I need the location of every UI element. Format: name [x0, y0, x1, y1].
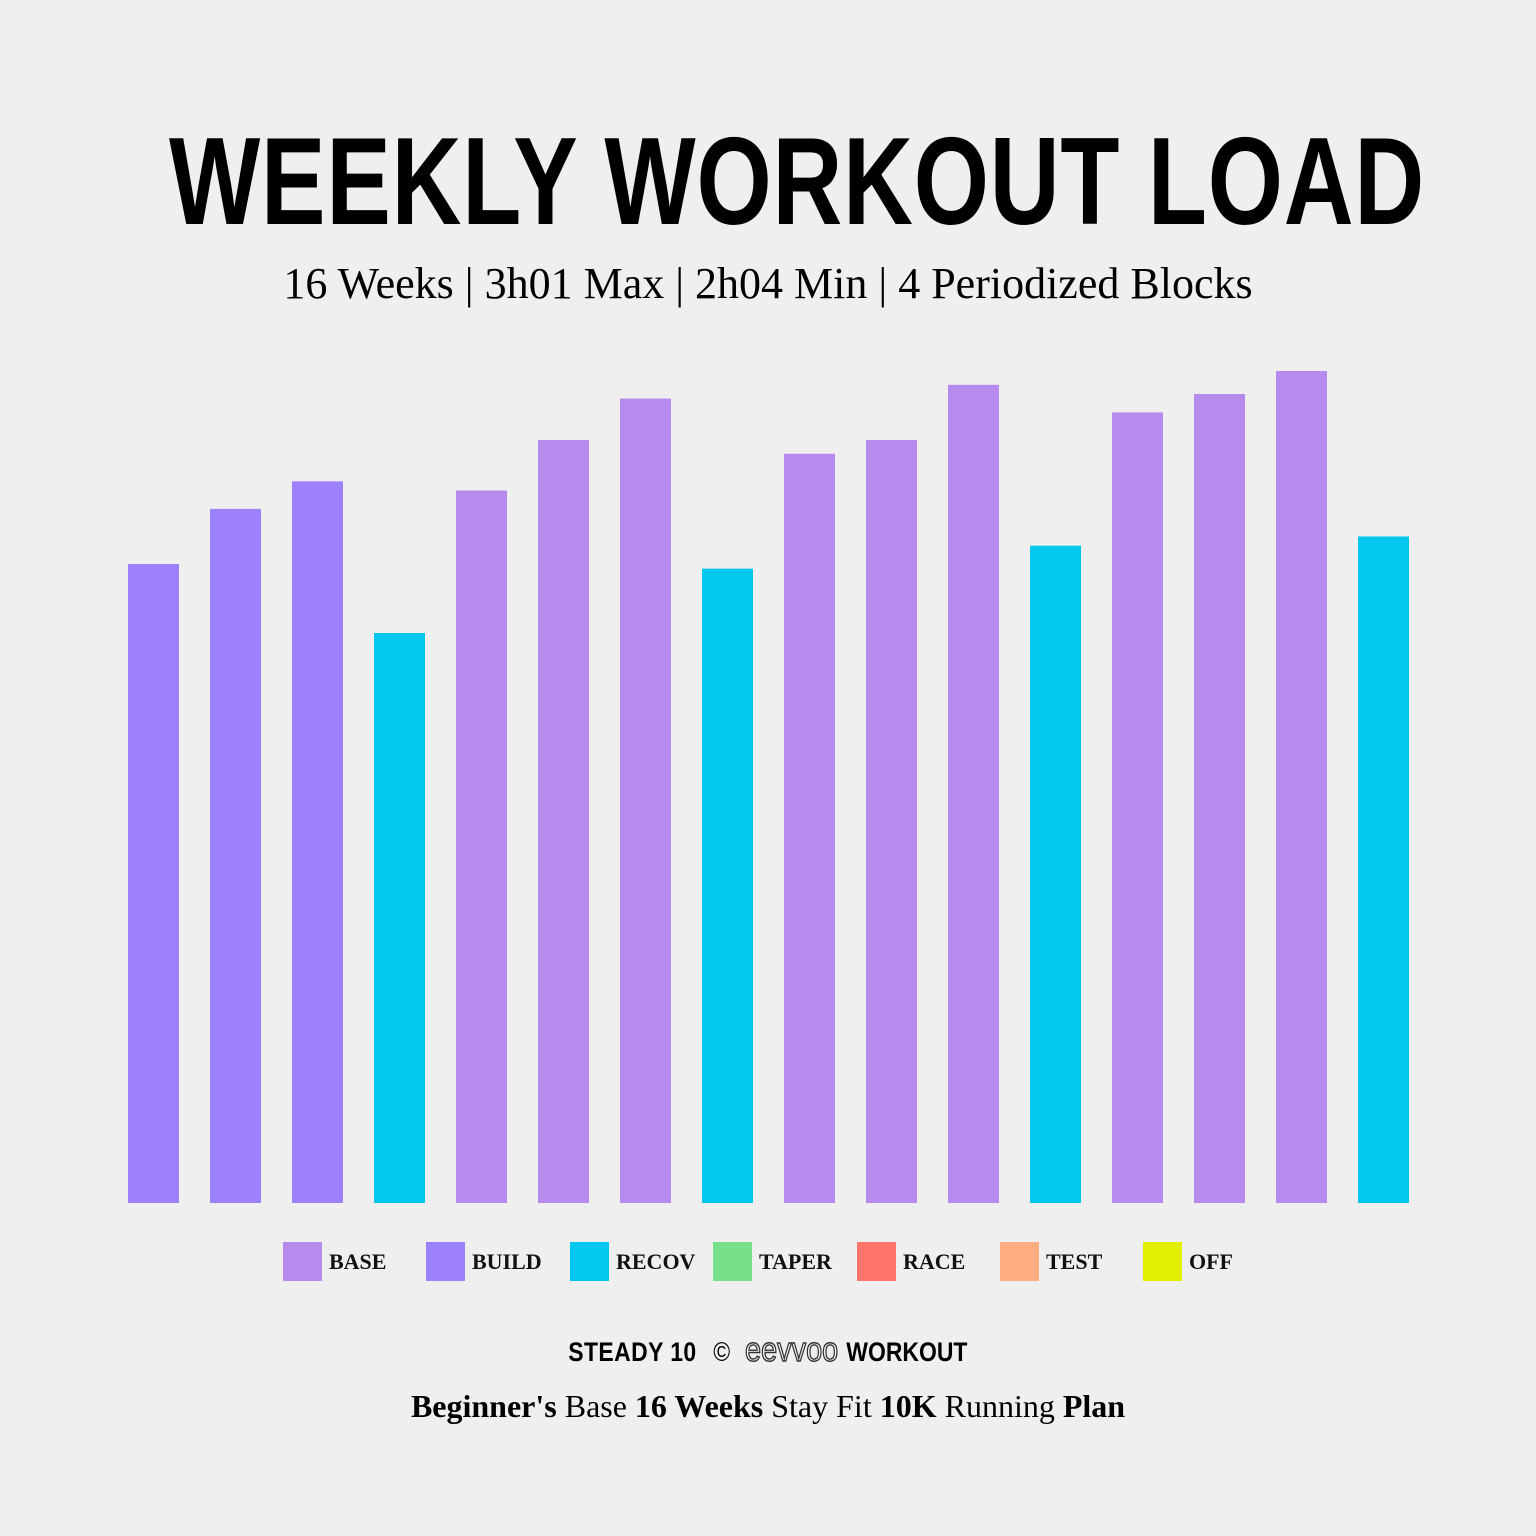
chart-subtitle: 16 Weeks | 3h01 Max | 2h04 Min | 4 Perio…: [283, 259, 1253, 308]
tagline-part: Base: [556, 1388, 635, 1424]
bar-week-10: [866, 439, 917, 1203]
bar-week-12: [1030, 545, 1081, 1203]
bar-week-8: [702, 568, 753, 1203]
brand-line: STEADY 10 © eevvoo WORKOUT: [0, 1330, 1536, 1372]
legend-swatch-race: [857, 1242, 896, 1281]
tagline: Beginner's Base 16 Weeks Stay Fit 10K Ru…: [0, 1384, 1536, 1428]
brand-logo: eevvoo: [745, 1330, 839, 1369]
bar-week-4: [374, 633, 425, 1203]
legend-swatch-test: [1000, 1242, 1039, 1281]
brand-suffix: WORKOUT: [846, 1337, 968, 1367]
legend-label-base: BASE: [329, 1249, 387, 1274]
tagline-part: Beginner's: [410, 1388, 557, 1424]
bar-week-2: [210, 508, 261, 1204]
copyright-symbol: ©: [713, 1337, 731, 1367]
brand-inner: STEADY 10 © eevvoo WORKOUT: [568, 1330, 967, 1372]
plan-name: STEADY 10: [568, 1337, 697, 1367]
legend-swatch-taper: [713, 1242, 752, 1281]
chart-title: WEEKLY WORKOUT LOAD: [168, 113, 1426, 251]
bar-week-11: [948, 384, 999, 1204]
legend-label-off: OFF: [1189, 1249, 1233, 1274]
legend-swatch-build: [426, 1242, 465, 1281]
bar-week-13: [1112, 412, 1163, 1203]
bar-week-5: [456, 490, 507, 1204]
legend-swatch-off: [1143, 1242, 1182, 1281]
bar-week-3: [292, 481, 343, 1203]
tagline-part: 10K: [879, 1388, 937, 1424]
legend-label-test: TEST: [1046, 1249, 1103, 1274]
bar-week-16: [1358, 536, 1409, 1203]
bar-week-9: [784, 453, 835, 1203]
legend-label-build: BUILD: [472, 1249, 542, 1274]
legend-swatch-base: [283, 1242, 322, 1281]
tagline-part: Stay Fit: [763, 1388, 880, 1424]
bar-week-1: [128, 564, 179, 1203]
legend-label-recov: RECOV: [616, 1249, 696, 1274]
tagline-part: Running: [936, 1388, 1063, 1424]
legend-swatch-recov: [570, 1242, 609, 1281]
tagline-part: 16 Weeks: [634, 1388, 764, 1424]
bar-week-15: [1276, 371, 1327, 1203]
bar-week-6: [538, 439, 589, 1203]
legend-label-race: RACE: [903, 1249, 966, 1274]
bar-week-7: [620, 398, 671, 1204]
bar-week-14: [1194, 393, 1245, 1204]
tagline-part: Plan: [1062, 1388, 1126, 1424]
legend-label-taper: TAPER: [759, 1249, 832, 1274]
